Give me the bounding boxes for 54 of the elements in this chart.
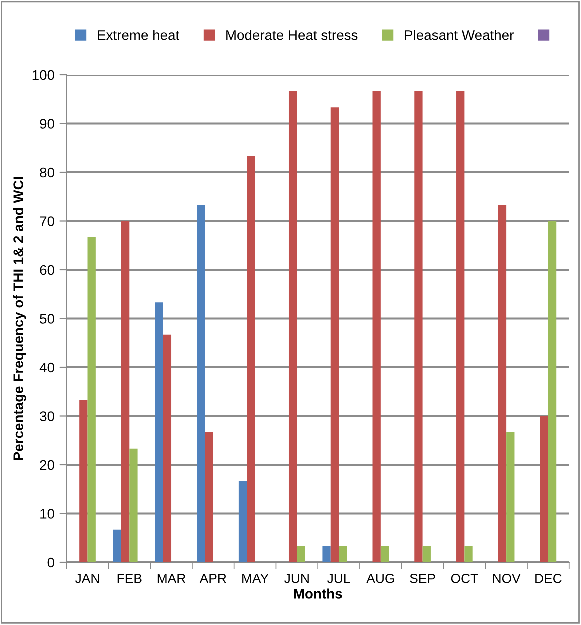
x-tick-label: OCT: [451, 574, 478, 584]
bar: [288, 91, 298, 562]
bar: [322, 546, 331, 562]
bar: [339, 546, 348, 562]
y-tick-label: 50: [40, 314, 54, 324]
bar: [205, 432, 214, 562]
bar: [163, 334, 172, 562]
bar: [238, 481, 248, 562]
y-tick-label: 20: [40, 460, 54, 470]
y-tick-label: 10: [40, 509, 54, 519]
bar: [121, 221, 130, 562]
legend-label: Moderate Heat stress: [226, 30, 358, 40]
bar: [498, 205, 507, 562]
x-tick-label: JUL: [328, 574, 350, 584]
bar: [88, 237, 96, 562]
y-tick-label: 40: [40, 362, 54, 373]
x-tick-label: SEP: [410, 574, 436, 584]
bar: [456, 91, 465, 562]
bar: [506, 432, 515, 562]
bar: [197, 205, 206, 562]
y-tick-label: 60: [40, 265, 54, 276]
y-axis-title: Percentage Frequency of THI 1& 2 and WCI: [13, 177, 26, 460]
bar: [414, 91, 423, 562]
legend-label: Pleasant Weather: [405, 30, 514, 40]
bar: [422, 546, 431, 562]
y-tick-label: 100: [32, 70, 54, 80]
bar: [155, 302, 164, 562]
y-tick-label: 70: [40, 216, 54, 226]
bar: [548, 221, 557, 562]
y-tick-label: 0: [48, 558, 54, 568]
bar: [247, 156, 256, 562]
bar: [464, 546, 473, 562]
bar: [130, 448, 138, 562]
legend-label: Extreme heat: [98, 30, 180, 40]
y-tick-label: 90: [40, 119, 54, 129]
x-tick-label: JAN: [76, 574, 100, 584]
y-tick-label: 80: [40, 168, 54, 178]
bar: [297, 546, 306, 562]
x-tick-label: JUN: [284, 574, 309, 584]
x-tick-label: FEB: [118, 574, 142, 584]
x-tick-label: APR: [200, 574, 226, 584]
bar: [380, 546, 390, 562]
x-tick-label: MAR: [158, 574, 186, 584]
bar: [80, 400, 88, 562]
y-tick-label: 30: [40, 412, 54, 422]
x-tick-label: DEC: [536, 574, 562, 584]
bar: [372, 91, 381, 562]
x-axis-title: Months: [294, 588, 342, 599]
x-tick-label: AUG: [366, 574, 394, 584]
bar: [330, 108, 340, 562]
bar: [540, 416, 548, 562]
x-tick-label: NOV: [493, 574, 521, 584]
bar: [113, 530, 122, 562]
x-tick-label: MAY: [242, 574, 269, 584]
